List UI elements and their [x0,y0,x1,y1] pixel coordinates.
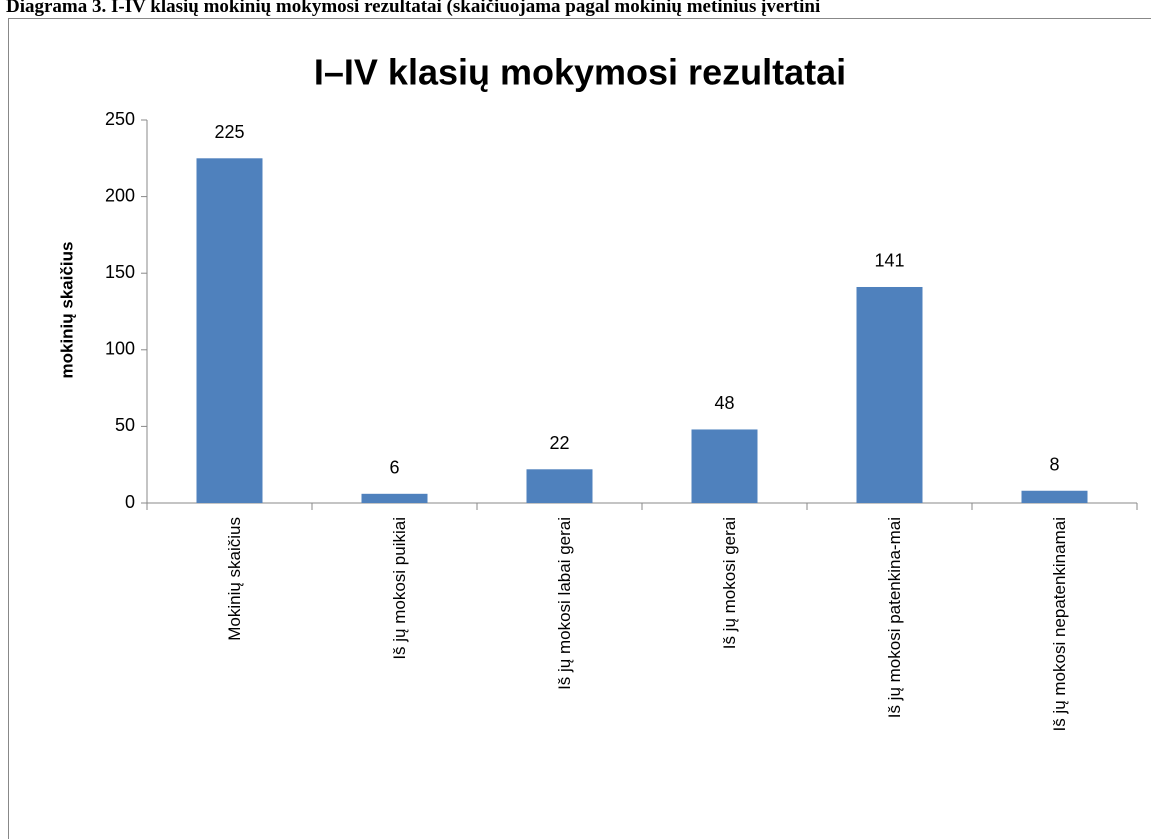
x-tick-label: Iš jų mokosi gerai [720,517,739,649]
bar [526,469,593,503]
y-tick-label: 150 [105,262,135,282]
y-tick-label: 0 [125,492,135,512]
value-label: 225 [214,122,244,142]
bar [361,493,428,503]
bar [1021,490,1088,503]
value-label: 22 [549,433,569,453]
x-tick-label: Iš jų mokosi patenkina-mai [885,517,904,718]
value-label: 8 [1049,454,1059,474]
x-tick-label: Iš jų mokosi nepatenkinamai [1050,517,1069,732]
value-label: 6 [389,458,399,478]
y-tick-label: 50 [115,415,135,435]
x-tick-label: Iš jų mokosi labai gerai [555,517,574,690]
bar [856,286,923,503]
bar [691,429,758,503]
x-tick-label: Iš jų mokosi puikiai [390,517,409,660]
y-tick-label: 200 [105,185,135,205]
chart-title: I–IV klasių mokymosi rezultatai [314,52,846,93]
bar [196,158,263,504]
value-label: 48 [714,393,734,413]
y-tick-label: 100 [105,339,135,359]
x-tick-label: Mokinių skaičius [225,517,244,641]
y-axis-label: mokinių skaičius [57,242,76,379]
y-tick-label: 250 [105,109,135,129]
chart-border [8,18,1151,839]
caption: Diagrama 3. I-IV klasių mokinių mokymosi… [6,0,820,17]
value-label: 141 [874,251,904,271]
